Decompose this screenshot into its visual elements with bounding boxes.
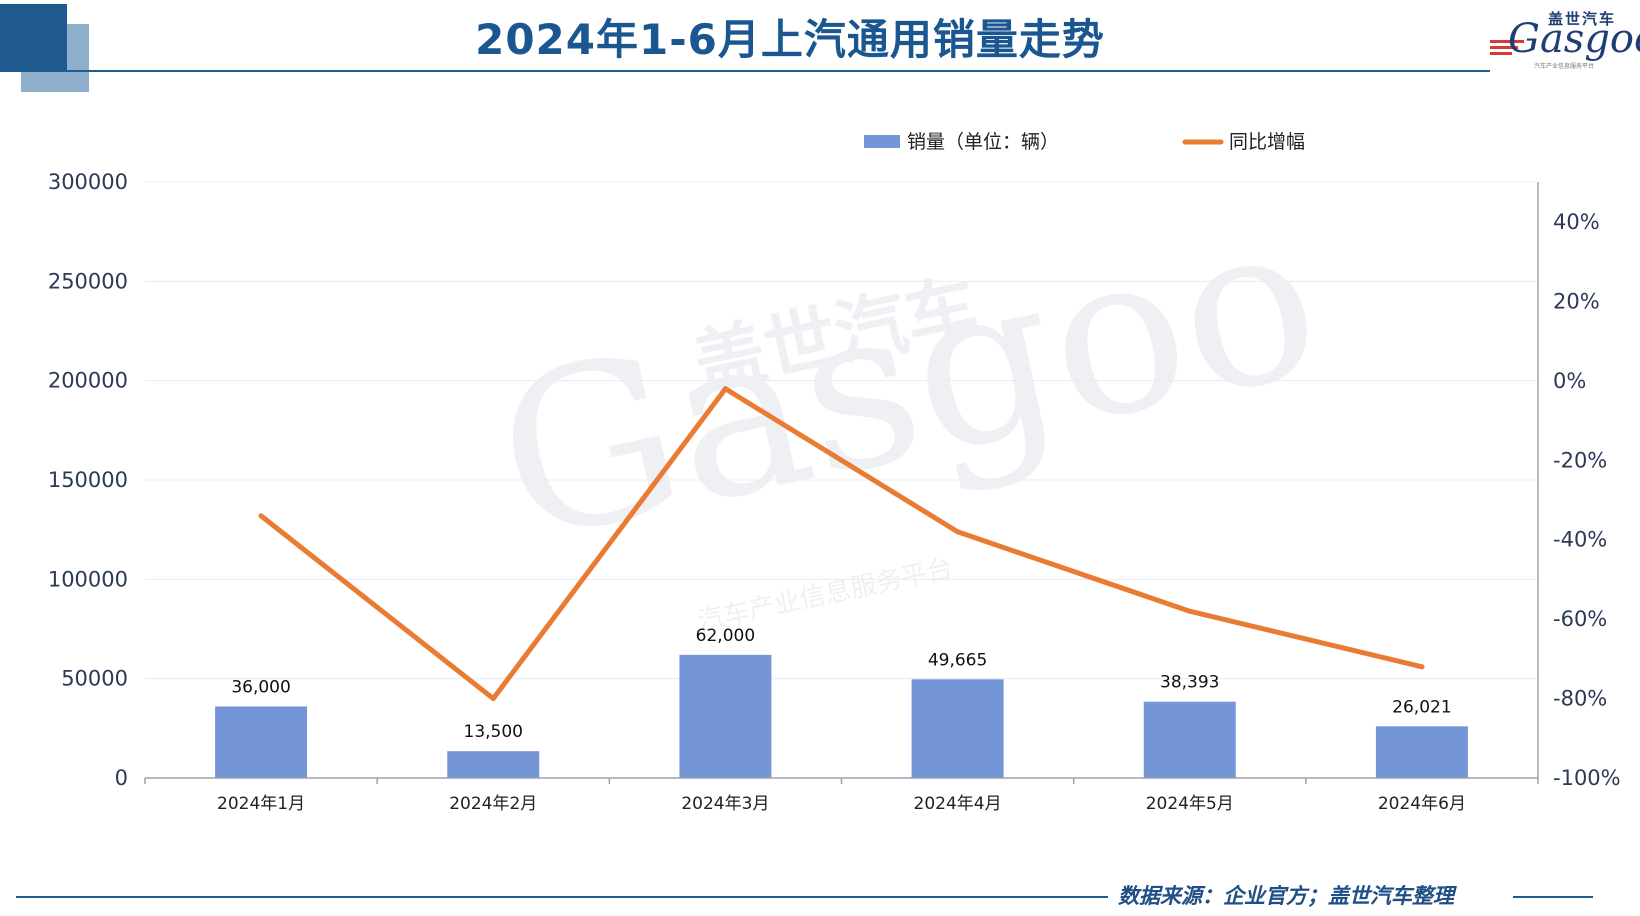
y-left-tick-label: 100000	[48, 567, 128, 591]
line-point	[490, 696, 496, 702]
bar-6	[1375, 726, 1468, 778]
x-axis-category-label: 2024年3月	[681, 794, 769, 814]
watermark-sub: 汽车产业信息服务平台	[695, 553, 956, 636]
footer-source: 数据来源：企业官方；盖世汽车整理	[1118, 884, 1454, 908]
line-point	[1419, 664, 1425, 670]
watermark: 盖世汽车 Gasgoo 汽车产业信息服务平台	[478, 169, 1339, 637]
bar-series	[215, 654, 1468, 778]
y-left-tick-label: 50000	[61, 667, 128, 691]
y-left-tick-label: 0	[115, 766, 128, 790]
bar-data-label: 26,021	[1392, 697, 1451, 717]
y-right-tick-label: 20%	[1553, 289, 1600, 313]
title-corner-block-dark	[0, 4, 67, 72]
logo-sub-text: 汽车产业信息服务平台	[1534, 63, 1595, 70]
y-right-tick-label: 0%	[1553, 369, 1586, 393]
line-point	[722, 386, 728, 392]
bar-data-labels: 36,000 13,500 62,000 49,665 38,393 26,021	[231, 626, 1451, 742]
logo-stripe-2	[1490, 46, 1518, 49]
bar-data-label: 38,393	[1160, 673, 1219, 693]
line-point	[955, 529, 961, 535]
legend-label-line: 同比增幅	[1229, 131, 1305, 153]
x-axis-category-label: 2024年4月	[914, 794, 1002, 814]
logo-en-text: Gasgoo	[1508, 16, 1640, 62]
legend: 销量（单位：辆） 同比增幅	[864, 131, 1305, 153]
y-right-tick-label: -40%	[1553, 528, 1607, 552]
yoy-growth-line	[258, 386, 1425, 702]
logo-stripe-3	[1490, 52, 1512, 55]
line-series	[258, 386, 1425, 702]
title-underline	[67, 70, 1490, 72]
footer-rule-right	[1513, 896, 1593, 898]
bar-1	[215, 706, 308, 778]
logo-stripe-1	[1490, 40, 1524, 43]
line-point	[1187, 608, 1193, 614]
legend-label-bar: 销量（单位：辆）	[907, 131, 1059, 153]
y-left-tick-label: 200000	[48, 369, 128, 393]
legend-swatch-bar	[864, 135, 900, 148]
y-left-tick-label: 150000	[48, 468, 128, 492]
y-right-tick-label: -80%	[1553, 687, 1607, 711]
line-point	[258, 513, 264, 519]
footer-rule-left	[16, 896, 1108, 898]
y-left-tick-label: 250000	[48, 269, 128, 293]
x-axis-category-label: 2024年6月	[1378, 794, 1466, 814]
y-right-tick-label: -100%	[1553, 766, 1621, 790]
bar-data-label: 62,000	[696, 626, 755, 646]
axes: 0 50000 100000 150000 200000 250000 300000 -100…	[48, 170, 1621, 814]
bar-3	[679, 654, 772, 778]
bar-data-label: 49,665	[928, 650, 987, 670]
x-axis-category-label: 2024年2月	[449, 794, 537, 814]
gasgoo-logo: 盖世汽车 Gasgoo 汽车产业信息服务平台	[1490, 6, 1640, 72]
x-axis-category-label: 2024年5月	[1146, 794, 1234, 814]
bar-4	[911, 679, 1004, 778]
bar-data-label: 36,000	[231, 677, 290, 697]
y-left-tick-label: 300000	[48, 170, 128, 194]
watermark-en: Gasgoo	[478, 169, 1339, 591]
logo-cn-text: 盖世汽车	[1548, 10, 1617, 28]
y-right-tick-label: -60%	[1553, 607, 1607, 631]
x-axis-category-label: 2024年1月	[217, 794, 305, 814]
bar-2	[447, 751, 540, 778]
y-right-tick-label: 40%	[1553, 210, 1600, 234]
bar-5	[1143, 701, 1236, 778]
y-right-tick-label: -20%	[1553, 448, 1607, 472]
bar-data-label: 13,500	[464, 722, 523, 742]
chart-title: 2024年1-6月上汽通用销量走势	[475, 15, 1105, 64]
grid-lines	[145, 181, 1538, 680]
